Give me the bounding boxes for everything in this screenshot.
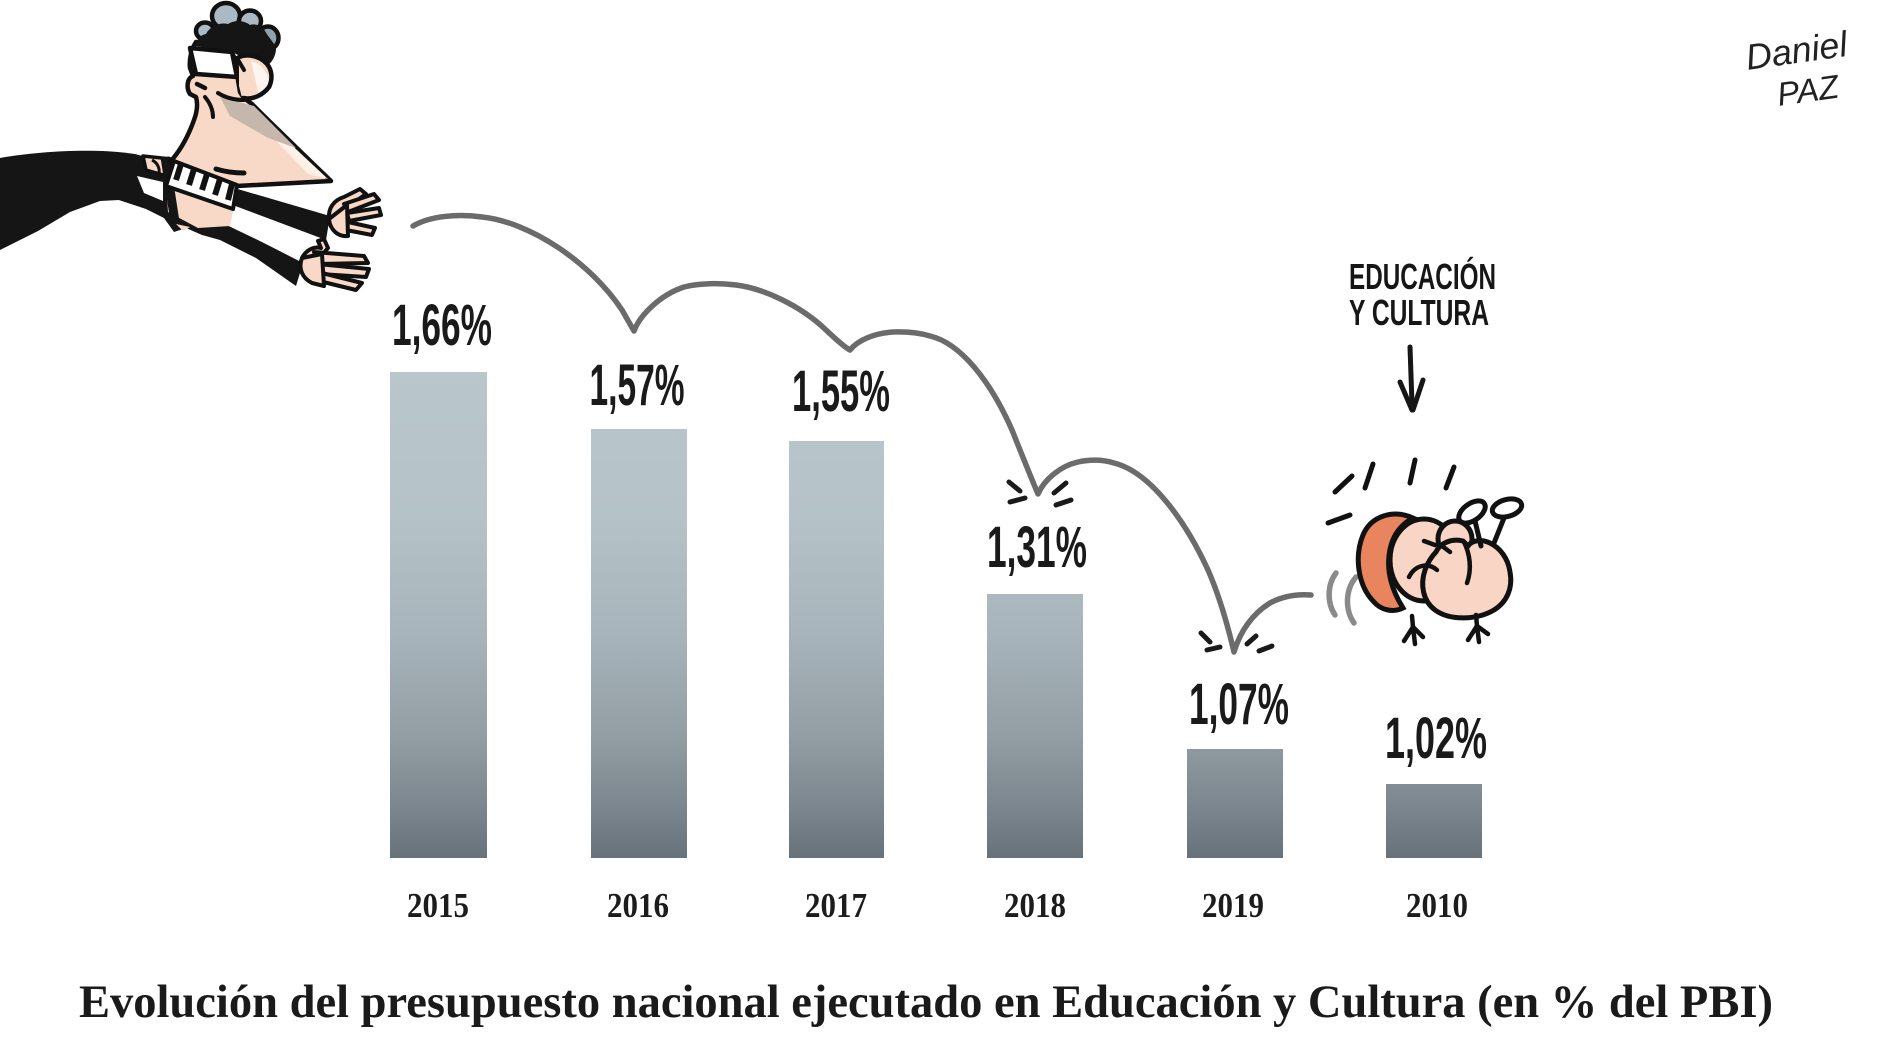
svg-text:2016: 2016 xyxy=(607,886,669,925)
svg-text:2017: 2017 xyxy=(805,886,867,925)
svg-text:1,31%: 1,31% xyxy=(987,515,1087,580)
svg-text:2018: 2018 xyxy=(1004,886,1066,925)
svg-text:1,07%: 1,07% xyxy=(1189,672,1289,737)
svg-text:2015: 2015 xyxy=(407,886,469,925)
svg-text:1,57%: 1,57% xyxy=(590,353,685,418)
svg-text:Y CULTURA: Y CULTURA xyxy=(1349,292,1489,333)
svg-text:2010: 2010 xyxy=(1406,886,1468,925)
svg-text:1,55%: 1,55% xyxy=(792,359,890,424)
svg-text:PAZ: PAZ xyxy=(1775,67,1843,112)
svg-text:Evolución del presupuesto naci: Evolución del presupuesto nacional ejecu… xyxy=(79,977,1773,1028)
svg-text:1,02%: 1,02% xyxy=(1385,706,1487,771)
svg-text:2019: 2019 xyxy=(1202,886,1264,925)
svg-text:EDUCACIÓN: EDUCACIÓN xyxy=(1349,255,1496,297)
svg-text:1,66%: 1,66% xyxy=(392,293,492,358)
